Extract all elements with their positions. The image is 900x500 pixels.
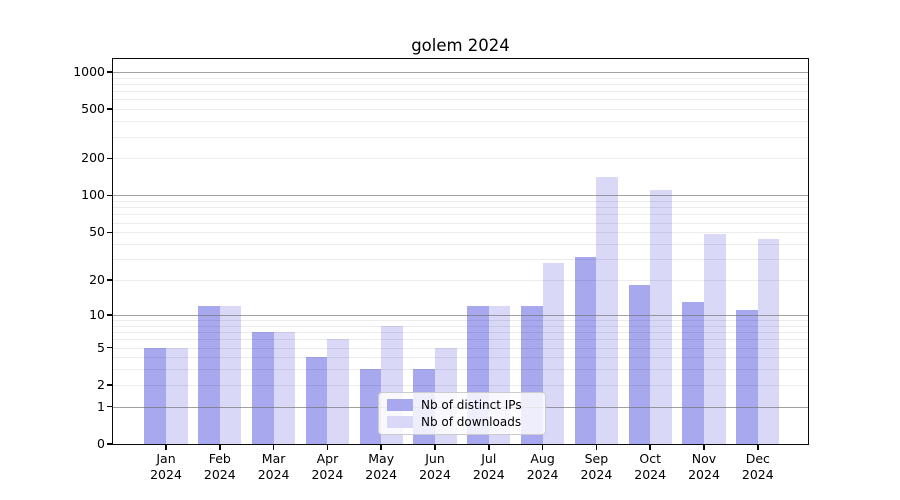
y-tick-mark	[107, 108, 112, 110]
x-tick-label-mar: Mar 2024	[257, 451, 290, 482]
x-tick-mark	[326, 445, 329, 450]
x-tick-label-oct: Oct 2024	[634, 451, 667, 482]
x-tick-label-jan: Jan 2024	[150, 451, 182, 482]
x-tick-mark	[649, 445, 651, 450]
bar-downloads-dec	[757, 239, 780, 444]
y-tick-label: 2	[97, 376, 105, 392]
legend-label-distinct-ips: Nb of distinct IPs	[421, 398, 522, 412]
bar-distinct-ips-oct	[628, 285, 651, 444]
bar-distinct-ips-feb	[198, 305, 220, 444]
y-tick-mark	[107, 231, 112, 233]
x-tick-label-jul: Jul 2024	[472, 451, 505, 482]
y-tick-label: 0	[97, 436, 105, 451]
x-tick-mark	[165, 445, 167, 450]
bar-distinct-ips-dec	[736, 310, 758, 444]
x-tick-label-may: May 2024	[365, 451, 398, 482]
y-tick-mark	[107, 157, 112, 160]
y-tick-label: 100	[81, 187, 105, 203]
bar-distinct-ips-jan	[144, 347, 166, 444]
x-tick-label-aug: Aug 2024	[526, 451, 559, 482]
x-tick-mark	[595, 445, 598, 450]
plot-area	[113, 59, 808, 444]
bar-downloads-sep	[596, 176, 619, 444]
x-tick-mark	[757, 445, 759, 450]
x-tick-label-nov: Nov 2024	[688, 451, 720, 482]
x-tick-mark	[434, 445, 436, 450]
y-tick-label: 50	[89, 224, 105, 240]
x-tick-label-jun: Jun 2024	[419, 451, 451, 482]
y-tick-mark	[107, 405, 112, 408]
bar-downloads-feb	[219, 305, 242, 444]
x-tick-mark	[703, 445, 705, 450]
bar-downloads-nov	[704, 234, 726, 444]
bar-distinct-ips-sep	[574, 257, 597, 444]
chart-title: golem 2024	[411, 36, 510, 55]
y-tick-label: 1000	[73, 63, 105, 79]
x-tick-label-apr: Apr 2024	[311, 451, 344, 482]
y-tick-label: 200	[81, 150, 105, 166]
y-tick-mark	[107, 279, 112, 281]
y-tick-label: 5	[97, 339, 105, 355]
x-tick-label-sep: Sep 2024	[580, 451, 613, 482]
bar-distinct-ips-mar	[251, 332, 274, 444]
x-tick-label-dec: Dec 2024	[741, 451, 774, 482]
y-tick-mark	[107, 71, 112, 73]
y-tick-mark	[107, 314, 112, 316]
bar-downloads-aug	[542, 262, 565, 444]
x-tick-mark	[380, 445, 382, 450]
legend-item-downloads: Nb of downloads	[387, 415, 537, 429]
bar-distinct-ips-nov	[682, 301, 704, 444]
y-tick-mark	[107, 384, 112, 386]
x-tick-mark	[541, 445, 544, 450]
bar-downloads-apr	[327, 339, 350, 444]
bar-downloads-oct	[650, 190, 672, 444]
bar-distinct-ips-apr	[305, 357, 328, 444]
y-tick-mark	[107, 346, 112, 349]
y-tick-label: 20	[89, 272, 105, 288]
bars-layer	[113, 59, 808, 444]
y-tick-mark	[107, 194, 112, 197]
y-tick-label: 500	[81, 101, 105, 117]
legend-label-downloads: Nb of downloads	[421, 415, 522, 429]
y-tick-label: 10	[89, 306, 105, 322]
y-tick-label: 1	[97, 398, 105, 414]
legend-swatch-downloads	[387, 416, 413, 428]
bar-distinct-ips-may	[359, 369, 382, 444]
y-tick-mark	[107, 443, 112, 445]
legend-item-distinct-ips: Nb of distinct IPs	[387, 398, 537, 412]
legend: Nb of distinct IPs Nb of downloads	[378, 392, 546, 435]
x-tick-label-feb: Feb 2024	[203, 451, 236, 482]
bar-downloads-jan	[166, 347, 188, 444]
legend-swatch-distinct-ips	[387, 399, 413, 411]
x-tick-mark	[219, 445, 221, 450]
x-tick-mark	[488, 445, 490, 450]
x-tick-mark	[272, 445, 275, 450]
bar-downloads-mar	[273, 332, 296, 444]
